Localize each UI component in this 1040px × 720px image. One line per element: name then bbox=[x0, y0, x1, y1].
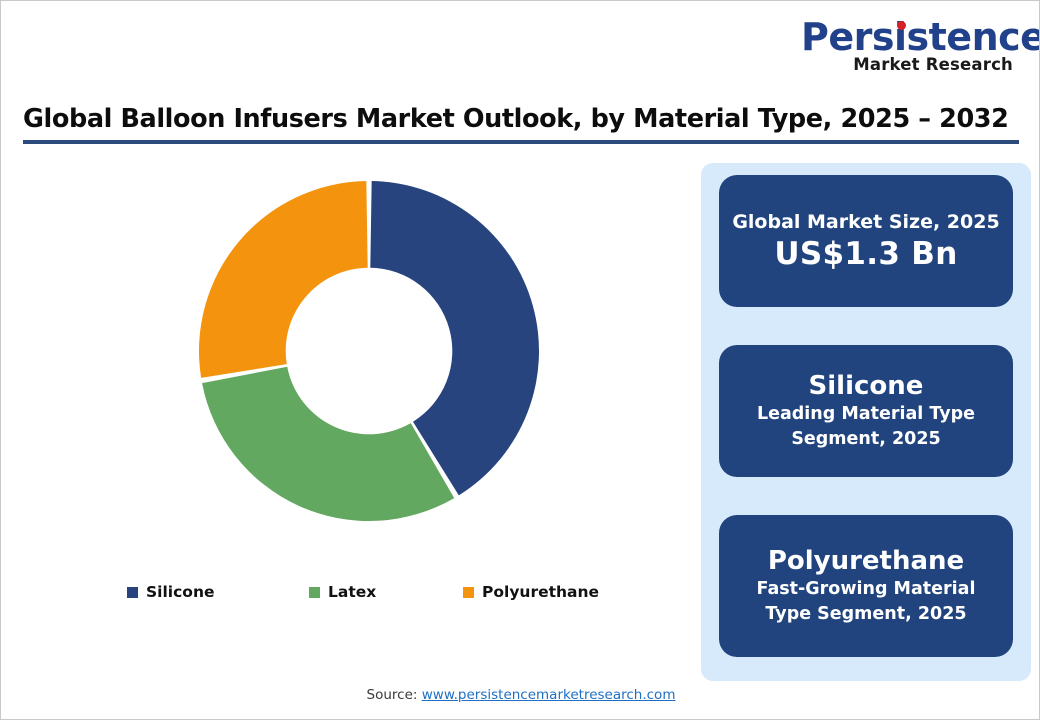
logo-primary-text: Persistence bbox=[801, 17, 1039, 57]
kpi-side-panel: Global Market Size, 2025 US$1.3 Bn Silic… bbox=[701, 163, 1031, 681]
legend-swatch-icon bbox=[463, 586, 474, 598]
legend-item-latex[interactable]: Latex bbox=[309, 583, 376, 601]
source-prefix-label: Source: bbox=[366, 687, 422, 703]
donut-slice-latex[interactable] bbox=[202, 366, 455, 521]
legend-swatch-icon bbox=[127, 586, 138, 598]
title-divider bbox=[23, 140, 1019, 144]
logo-primary-label: Persistence bbox=[801, 15, 1040, 59]
legend-label: Polyurethane bbox=[482, 583, 600, 601]
logo-dot-icon bbox=[897, 21, 906, 30]
legend-item-polyurethane[interactable]: Polyurethane bbox=[463, 583, 599, 601]
donut-chart bbox=[199, 181, 539, 521]
kpi-headline-label: Silicone bbox=[808, 371, 924, 401]
kpi-value-label: US$1.3 Bn bbox=[774, 236, 958, 272]
kpi-card-leading-segment: Silicone Leading Material Type Segment, … bbox=[719, 345, 1013, 477]
title-block: Global Balloon Infusers Market Outlook, … bbox=[23, 104, 1019, 144]
page-title: Global Balloon Infusers Market Outlook, … bbox=[23, 104, 1009, 134]
kpi-card-market-size: Global Market Size, 2025 US$1.3 Bn bbox=[719, 175, 1013, 307]
chart-legend: Silicone Latex Polyurethane bbox=[111, 583, 671, 607]
donut-slice-group bbox=[199, 181, 539, 521]
logo-secondary-label: Market Research bbox=[853, 55, 1013, 74]
source-link[interactable]: www.persistencemarketresearch.com bbox=[421, 687, 676, 703]
chart-area bbox=[19, 161, 699, 631]
legend-label: Silicone bbox=[146, 583, 215, 601]
legend-swatch-icon bbox=[309, 586, 320, 598]
kpi-card-fastest-growing-segment: Polyurethane Fast-Growing Material Type … bbox=[719, 515, 1013, 657]
kpi-caption-label: Fast-Growing Material Type Segment, 2025 bbox=[756, 579, 976, 624]
kpi-headline-label: Polyurethane bbox=[767, 546, 965, 576]
donut-slice-polyurethane[interactable] bbox=[199, 181, 368, 378]
donut-slice-silicone[interactable] bbox=[370, 181, 539, 496]
company-logo: Persistence Market Research bbox=[801, 17, 1039, 79]
legend-item-silicone[interactable]: Silicone bbox=[127, 583, 215, 601]
legend-label: Latex bbox=[328, 583, 377, 601]
kpi-eyebrow-label: Global Market Size, 2025 bbox=[732, 211, 1000, 233]
source-line: Source: www.persistencemarketresearch.co… bbox=[1, 687, 1039, 703]
kpi-caption-label: Leading Material Type Segment, 2025 bbox=[756, 404, 976, 449]
